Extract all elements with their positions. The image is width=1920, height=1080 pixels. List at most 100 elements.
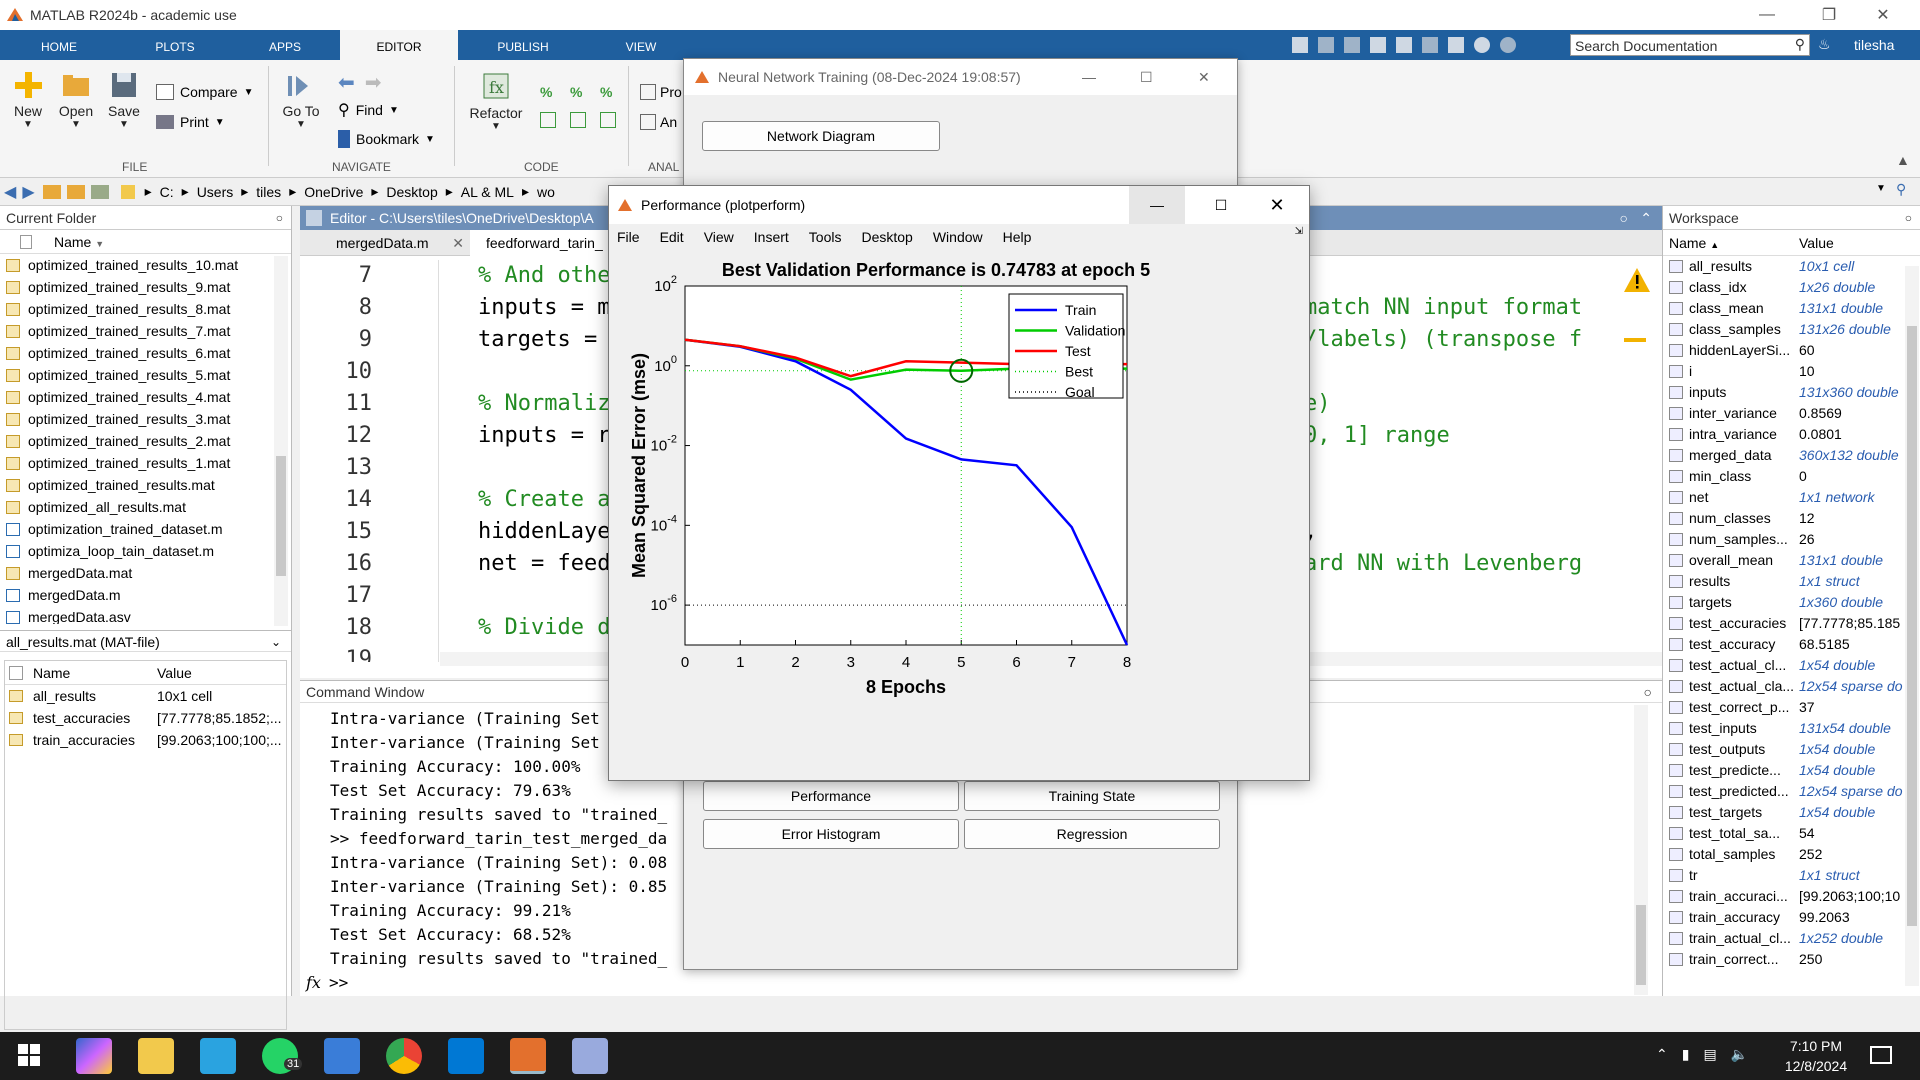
- menu-edit[interactable]: Edit: [659, 229, 684, 245]
- workspace-row[interactable]: test_accuracies [77.7778;85.185: [1663, 613, 1920, 634]
- goto-button[interactable]: Go To ▼: [278, 72, 324, 130]
- switch-windows-icon[interactable]: [1448, 37, 1464, 53]
- tab-plots[interactable]: PLOTS: [155, 40, 195, 54]
- workspace-row[interactable]: i 10: [1663, 361, 1920, 382]
- menu-view[interactable]: View: [703, 229, 734, 245]
- breadcrumb-onedrive[interactable]: OneDrive: [304, 183, 364, 200]
- find-button[interactable]: ⚲ Find ▼: [338, 100, 399, 120]
- workspace-row[interactable]: test_total_sa... 54: [1663, 823, 1920, 844]
- error-histogram-button[interactable]: Error Histogram: [703, 819, 959, 849]
- percent-uncomment-icon[interactable]: %: [570, 84, 583, 100]
- warning-marker[interactable]: [1624, 338, 1646, 342]
- workspace-row[interactable]: test_accuracy 68.5185: [1663, 634, 1920, 655]
- panel-menu-icon[interactable]: ○: [1643, 684, 1652, 700]
- code-line[interactable]: 17: [300, 580, 1640, 612]
- code-line[interactable]: 9 targets = /labels) (transpose f: [300, 324, 1640, 356]
- vscode-icon[interactable]: [448, 1038, 484, 1074]
- workspace-row[interactable]: train_accuracy 99.2063: [1663, 907, 1920, 928]
- scroll-thumb[interactable]: [1636, 905, 1646, 985]
- file-list-item[interactable]: optimized_trained_results_4.mat: [0, 386, 291, 408]
- matlab-taskbar-icon[interactable]: [510, 1038, 546, 1074]
- workspace-row[interactable]: test_predicte... 1x54 double: [1663, 760, 1920, 781]
- workspace-row[interactable]: min_class 0: [1663, 466, 1920, 487]
- code-line[interactable]: 11% Normaliz e): [300, 388, 1640, 420]
- code-line[interactable]: 18 % Divide d: [300, 612, 1640, 644]
- tab-home[interactable]: HOME: [41, 40, 77, 54]
- minimize-button[interactable]: —: [1129, 186, 1185, 224]
- workspace-row[interactable]: test_inputs 131x54 double: [1663, 718, 1920, 739]
- editor-collapse-icon[interactable]: ⌃: [1640, 210, 1652, 226]
- workspace-row[interactable]: all_results 10x1 cell: [1663, 256, 1920, 277]
- workspace-row[interactable]: num_samples... 26: [1663, 529, 1920, 550]
- workspace-row[interactable]: class_idx 1x26 double: [1663, 277, 1920, 298]
- performance-chart[interactable]: Best Validation Performance is 0.74783 a…: [609, 250, 1309, 780]
- network-diagram-button[interactable]: Network Diagram: [702, 121, 940, 151]
- scroll-thumb[interactable]: [276, 456, 286, 576]
- code-line[interactable]: 19: [300, 644, 1640, 662]
- file-list-item[interactable]: optimized_all_results.mat: [0, 496, 291, 518]
- workspace-row[interactable]: train_correct... 250: [1663, 949, 1920, 970]
- chrome-icon[interactable]: [386, 1038, 422, 1074]
- search-box[interactable]: Search Documentation ⚲: [1570, 34, 1810, 56]
- forward-arrow-icon[interactable]: ➡: [364, 72, 382, 94]
- folder-scrollbar[interactable]: [274, 256, 288, 626]
- volume-icon[interactable]: 🔈: [1730, 1046, 1749, 1062]
- close-button[interactable]: ✕: [1269, 195, 1285, 215]
- menu-window[interactable]: Window: [932, 229, 983, 245]
- search-folder-icon[interactable]: [90, 184, 109, 199]
- windows-start-icon[interactable]: [18, 1044, 40, 1066]
- calculator-icon[interactable]: [324, 1038, 360, 1074]
- code-line[interactable]: 15 hiddenLaye,: [300, 516, 1640, 548]
- workspace-row[interactable]: intra_variance 0.0801: [1663, 424, 1920, 445]
- save-button[interactable]: Save ▼: [104, 70, 144, 130]
- file-explorer-icon[interactable]: [138, 1038, 174, 1074]
- code-line[interactable]: 16 net = feed ard NN with Levenberg: [300, 548, 1640, 580]
- search-input[interactable]: Search Documentation: [1575, 38, 1718, 54]
- workspace-row[interactable]: inter_variance 0.8569: [1663, 403, 1920, 424]
- workspace-row[interactable]: total_samples 252: [1663, 844, 1920, 865]
- menu-tools[interactable]: Tools: [808, 229, 842, 245]
- workspace-row[interactable]: train_actual_cl... 1x252 double: [1663, 928, 1920, 949]
- breadcrumb-tiles[interactable]: tiles: [256, 183, 282, 200]
- breadcrumb-wo[interactable]: wo: [536, 183, 555, 200]
- wrap-comments-icon[interactable]: %: [600, 84, 613, 100]
- tab-mergeddata[interactable]: mergedData.m ✕: [300, 235, 470, 251]
- code-line[interactable]: 7 % And othe: [300, 260, 1640, 292]
- file-list-item[interactable]: mergedData.asv: [0, 606, 291, 624]
- file-list-item[interactable]: mergedData.m: [0, 584, 291, 606]
- decrease-indent-icon[interactable]: [600, 112, 616, 128]
- dock-arrow-icon[interactable]: ⇲: [1294, 226, 1303, 237]
- details-row[interactable]: test_accuracies [77.7778;85.1852;...: [5, 707, 286, 729]
- search-icon[interactable]: ⚲: [1794, 36, 1805, 52]
- workspace-scrollbar[interactable]: [1905, 266, 1919, 986]
- file-list-item[interactable]: optimized_trained_results_8.mat: [0, 298, 291, 320]
- paste-icon[interactable]: [1370, 37, 1386, 53]
- minimize-button[interactable]: —: [1082, 69, 1096, 85]
- profiler-button[interactable]: Pro: [640, 84, 682, 100]
- details-row[interactable]: all_results 10x1 cell: [5, 685, 286, 707]
- battery-icon[interactable]: ▮: [1681, 1046, 1690, 1062]
- chevron-down-icon[interactable]: ⌄: [270, 635, 281, 649]
- file-list-item[interactable]: optimized_trained_results_6.mat: [0, 342, 291, 364]
- file-list-item[interactable]: optimized_trained_results_5.mat: [0, 364, 291, 386]
- compare-button[interactable]: Compare ▼: [156, 84, 254, 100]
- training-state-button[interactable]: Training State: [964, 781, 1220, 811]
- menu-insert[interactable]: Insert: [753, 229, 789, 245]
- clock[interactable]: 7:10 PM 12/8/2024: [1768, 1036, 1864, 1076]
- ms-store-icon[interactable]: [200, 1038, 236, 1074]
- command-scrollbar[interactable]: [1634, 705, 1648, 995]
- breadcrumb-al-ml[interactable]: AL & ML: [460, 183, 514, 200]
- performance-button[interactable]: Performance: [703, 781, 959, 811]
- code-line[interactable]: 14 % Create a: [300, 484, 1640, 516]
- redo-icon[interactable]: [1422, 37, 1438, 53]
- file-list-item[interactable]: optimized_trained_results_7.mat: [0, 320, 291, 342]
- collapse-ribbon-icon[interactable]: ▲: [1896, 152, 1910, 168]
- close-tab-icon[interactable]: ✕: [452, 234, 464, 251]
- workspace-row[interactable]: targets 1x360 double: [1663, 592, 1920, 613]
- maximize-button[interactable]: ☐: [1214, 197, 1228, 213]
- panel-menu-icon[interactable]: ○: [1904, 211, 1912, 225]
- warning-icon[interactable]: [1622, 266, 1652, 294]
- workspace-row[interactable]: net 1x1 network: [1663, 487, 1920, 508]
- file-list-item[interactable]: optimized_trained_results_2.mat: [0, 430, 291, 452]
- cut-icon[interactable]: [1318, 37, 1334, 53]
